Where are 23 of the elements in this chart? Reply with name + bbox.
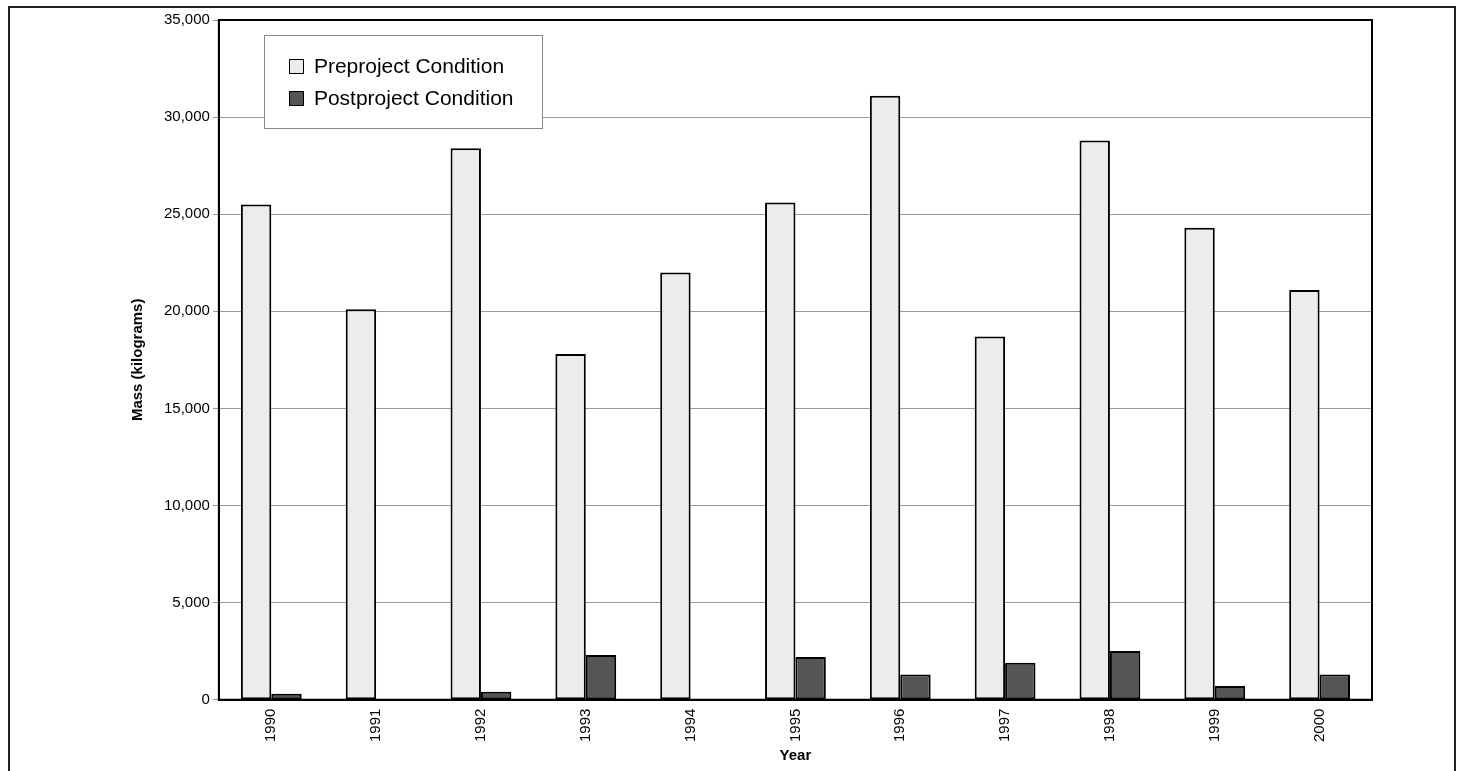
y-tick-label: 25,000 (163, 204, 210, 222)
y-tick-label: 20,000 (163, 301, 210, 319)
y-axis-title: Mass (kilograms) (128, 298, 146, 422)
y-tick-label: 5,000 (172, 592, 210, 610)
legend-label: Postproject Condition (313, 86, 514, 110)
x-axis-title: Year (779, 746, 812, 764)
x-tick-label: 1991 (366, 708, 384, 743)
x-tick-label: 1999 (1204, 708, 1222, 743)
y-tick-label: 35,000 (163, 10, 210, 28)
x-tick-label: 1990 (261, 708, 279, 743)
x-tick-label: 1998 (1100, 708, 1118, 743)
y-tick-label: 0 (201, 689, 210, 707)
legend-label: Preproject Condition (313, 54, 505, 78)
x-tick-label: 1992 (471, 708, 489, 743)
x-tick-label: 2000 (1309, 708, 1327, 743)
x-tick-label: 1997 (995, 708, 1013, 743)
x-tick-label: 1996 (890, 708, 908, 743)
y-tick-label: 10,000 (163, 495, 210, 513)
x-tick-label: 1993 (575, 708, 593, 743)
x-tick-label: 1995 (785, 708, 803, 743)
y-tick-label: 30,000 (163, 107, 210, 125)
y-tick-label: 15,000 (163, 398, 210, 416)
x-tick-label: 1994 (680, 708, 698, 743)
